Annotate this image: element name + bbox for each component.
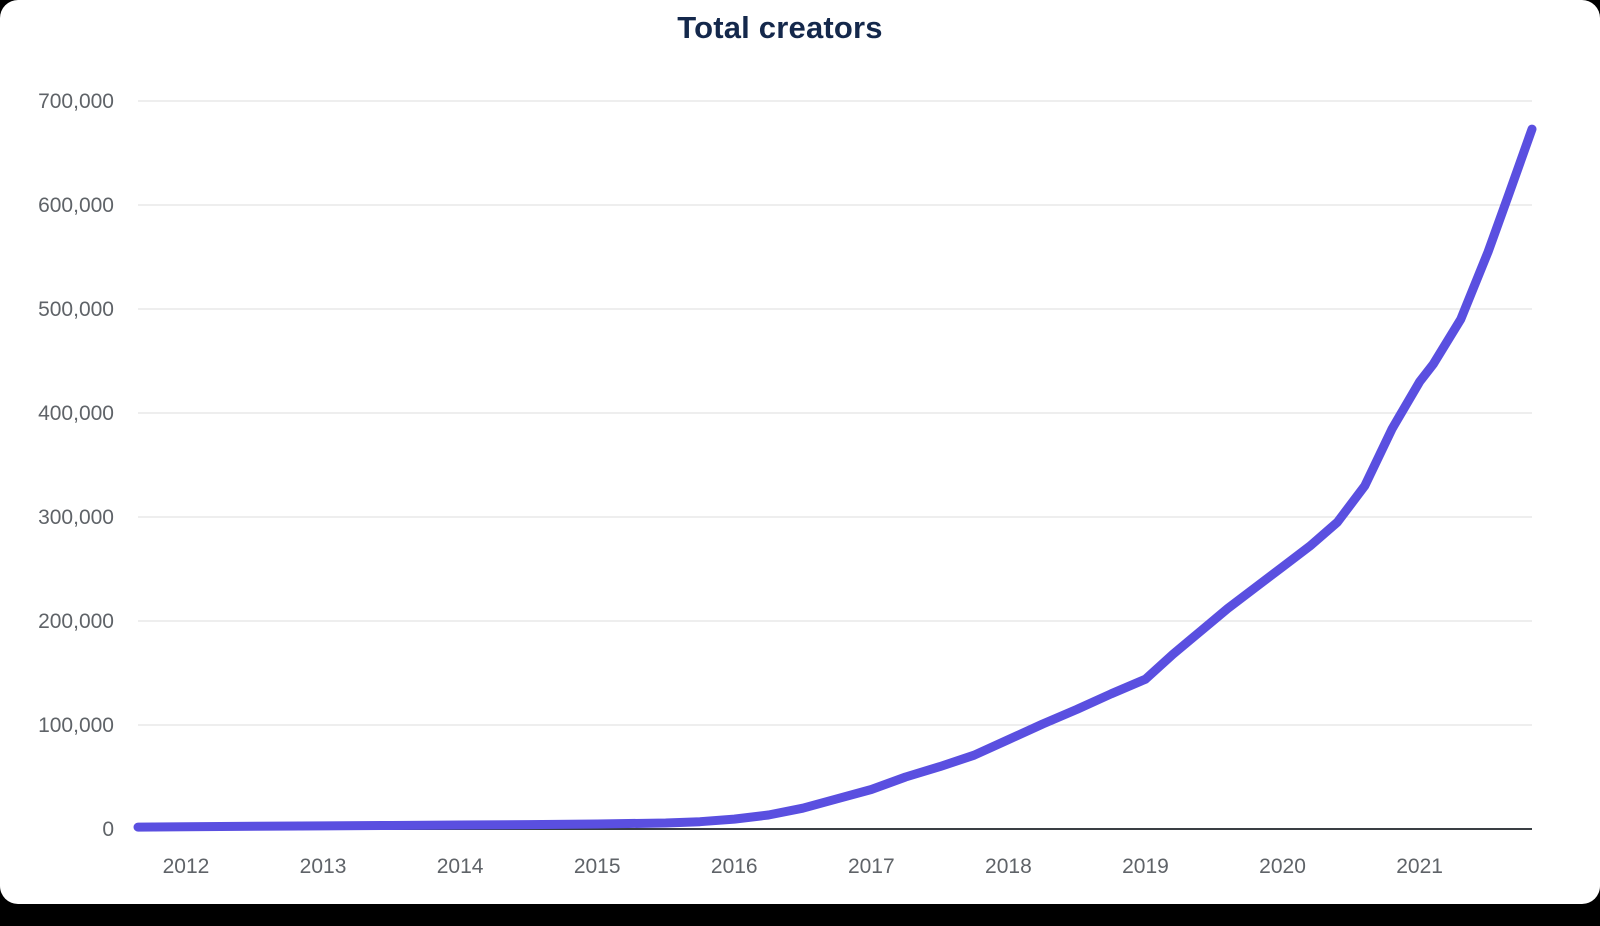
x-tick-label: 2020 xyxy=(1259,855,1306,878)
x-tick-label: 2014 xyxy=(437,855,484,878)
x-tick-label: 2016 xyxy=(711,855,758,878)
y-tick-label: 100,000 xyxy=(38,714,114,737)
y-tick-label: 0 xyxy=(102,818,114,841)
y-tick-label: 500,000 xyxy=(38,298,114,321)
x-tick-label: 2015 xyxy=(574,855,621,878)
chart-title: Total creators xyxy=(677,10,883,45)
y-tick-label: 400,000 xyxy=(38,402,114,425)
y-tick-label: 700,000 xyxy=(38,90,114,113)
x-tick-label: 2013 xyxy=(300,855,347,878)
y-tick-label: 200,000 xyxy=(38,610,114,633)
y-tick-label: 600,000 xyxy=(38,194,114,217)
x-tick-label: 2018 xyxy=(985,855,1032,878)
x-tick-label: 2012 xyxy=(163,855,210,878)
x-tick-label: 2019 xyxy=(1122,855,1169,878)
line-chart: 0 100,000 200,000 300,000 400,000 500,000 600,… xyxy=(38,90,1537,878)
x-tick-label: 2021 xyxy=(1396,855,1443,878)
series-line-total-creators xyxy=(133,124,1537,832)
chart-card: Total creators 0 100,000 200,000 300,000 400… xyxy=(0,0,1600,904)
y-tick-label: 300,000 xyxy=(38,506,114,529)
x-tick-label: 2017 xyxy=(848,855,895,878)
